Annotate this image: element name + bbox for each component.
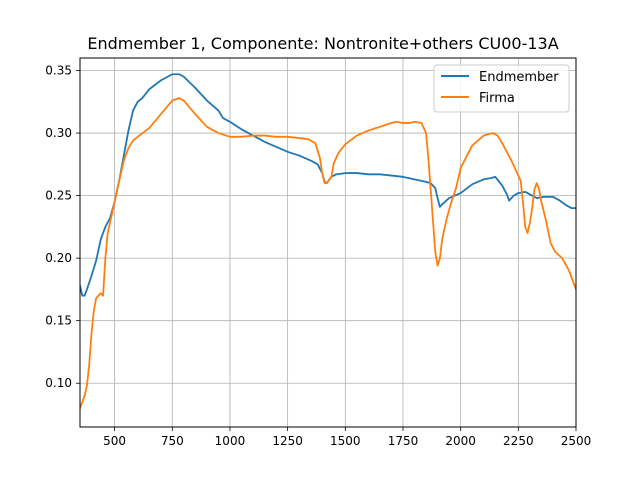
y-tick-label: 0.10 bbox=[45, 376, 72, 390]
series-line-firma bbox=[80, 97, 576, 410]
y-tick-label: 0.30 bbox=[45, 126, 72, 140]
y-tick-label: 0.20 bbox=[45, 251, 72, 265]
plot-area bbox=[80, 58, 576, 427]
x-tick-label: 1000 bbox=[215, 434, 246, 448]
x-tick-label: 750 bbox=[161, 434, 184, 448]
x-tick-label: 1500 bbox=[330, 434, 361, 448]
axes bbox=[79, 57, 577, 428]
legend-label-endmember: Endmember bbox=[479, 70, 559, 85]
x-axis-ticks: 500 750 1000 1250 1500 1750 2000 2250 2500 bbox=[103, 427, 591, 448]
y-tick-label: 0.25 bbox=[45, 189, 72, 203]
y-tick-label: 0.35 bbox=[45, 64, 72, 78]
chart-title: Endmember 1, Componente: Nontronite+othe… bbox=[87, 34, 558, 53]
y-axis-ticks: 0.10 0.15 0.20 0.25 0.30 0.35 bbox=[45, 64, 80, 390]
y-tick-label: 0.15 bbox=[45, 314, 72, 328]
x-tick-label: 2500 bbox=[561, 434, 592, 448]
x-tick-label: 500 bbox=[103, 434, 126, 448]
plot-frame bbox=[79, 57, 577, 428]
x-tick-label: 2250 bbox=[503, 434, 534, 448]
x-tick-label: 1250 bbox=[272, 434, 303, 448]
x-tick-label: 1750 bbox=[388, 434, 419, 448]
legend-label-firma: Firma bbox=[479, 91, 515, 106]
x-tick-label: 2000 bbox=[445, 434, 476, 448]
series-lines bbox=[80, 73, 576, 410]
legend: Endmember Firma bbox=[433, 64, 570, 113]
